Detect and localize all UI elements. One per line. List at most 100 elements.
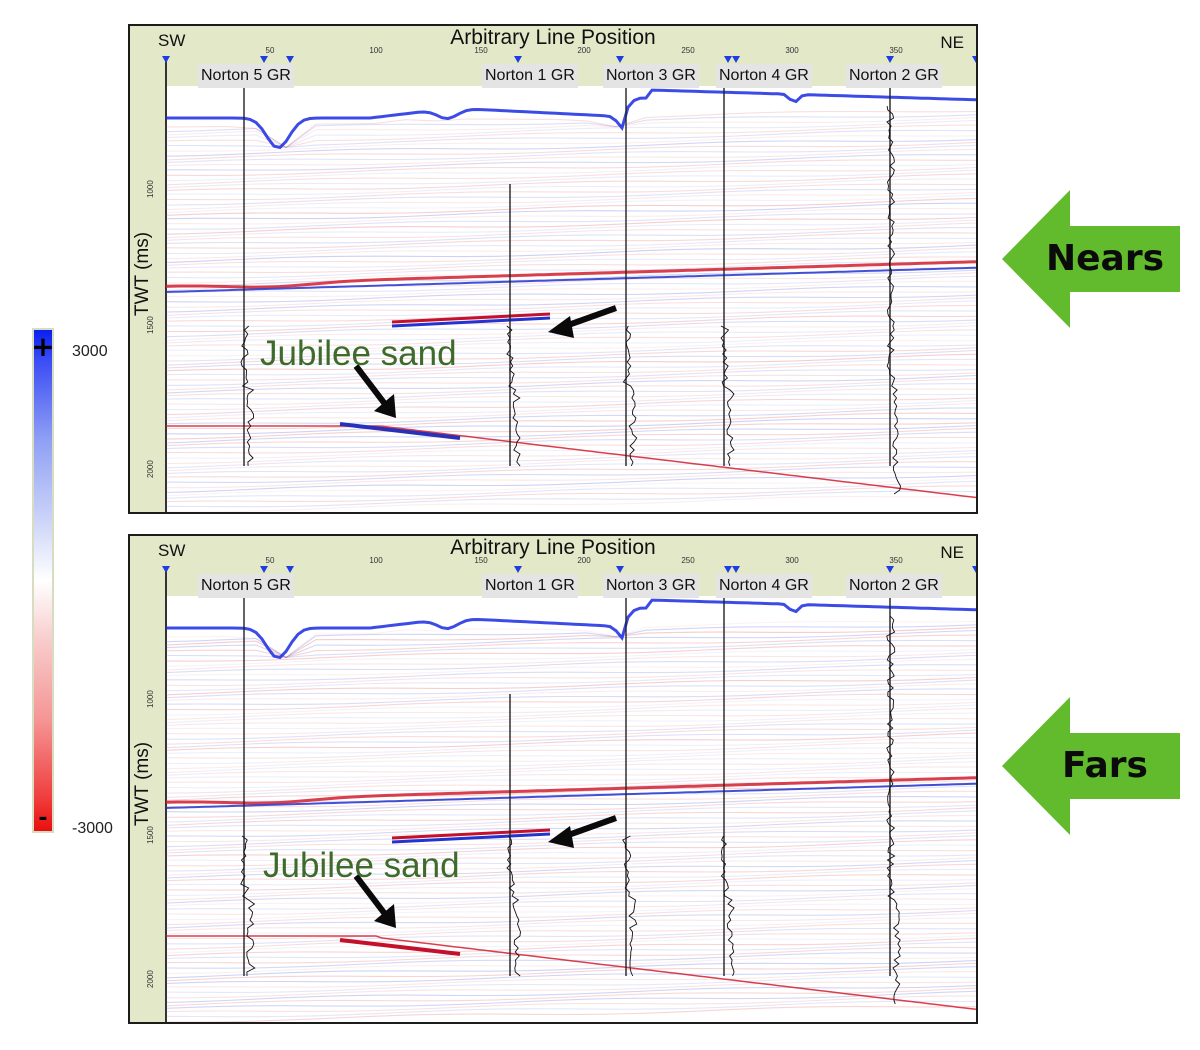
x-tick-label: 150 [474,46,488,55]
position-marker-icon [886,566,894,573]
gamma-ray-log [506,835,521,977]
gamma-ray-log [240,835,256,977]
well-label-norton-2: Norton 2 GR [846,64,942,88]
arrow-head-icon [548,826,574,848]
well-label-norton-3: Norton 3 GR [603,574,699,598]
fars-label: Fars [1062,745,1148,786]
well-label-norton-1: Norton 1 GR [482,574,578,598]
well-label-norton-4: Norton 4 GR [716,574,812,598]
gamma-ray-log [886,105,901,495]
arrow-head-icon [548,316,574,338]
x-tick-label: 150 [474,556,488,565]
position-marker-icon [724,566,732,573]
gamma-ray-log [622,325,638,467]
strong-reflector [165,776,976,805]
position-marker-icon [616,56,624,63]
position-marker-icon [162,566,170,573]
seismic-area [166,596,976,1022]
well-label-norton-3: Norton 3 GR [603,64,699,88]
x-tick-label: 200 [577,556,591,565]
y-tick-label: 1500 [146,826,155,844]
direction-ne-label: NE [940,33,964,52]
colorbar-minus-sign: - [38,806,48,831]
y-axis-label: TWT (ms) [132,231,153,316]
strong-reflector [166,425,976,499]
gamma-ray-log [720,835,735,977]
strong-reflector [165,260,976,289]
well-label-norton-1: Norton 1 GR [482,64,578,88]
well-label-norton-4: Norton 4 GR [716,64,812,88]
x-tick-label: 350 [889,556,903,565]
gamma-ray-log [506,325,521,467]
annotation-arrow [353,874,391,920]
position-marker-icon [972,566,976,573]
well-label-norton-5: Norton 5 GR [198,64,294,88]
y-tick-label: 1000 [146,690,155,708]
reflector-texture [165,110,976,512]
nears-label: Nears [1045,238,1165,279]
position-marker-icon [514,566,522,573]
arrow-head-icon [374,394,396,418]
y-tick-label: 2000 [146,970,155,988]
panel-title: Arbitrary Line Position [450,26,656,49]
strong-reflector [165,782,976,809]
position-marker-icon [286,566,294,573]
y-axis-label: TWT (ms) [132,741,153,826]
x-tick-label: 200 [577,46,591,55]
nears-arrow-badge: Nears [1002,190,1180,328]
sand-reflector [391,312,551,324]
colorbar-max-label: 3000 [72,343,108,360]
direction-sw-label: SW [158,31,186,50]
gamma-ray-log [622,835,638,977]
position-marker-icon [886,56,894,63]
reflector-texture [165,620,976,1022]
seismic-area [166,86,976,512]
position-marker-icon [732,56,740,63]
y-tick-label: 2000 [146,460,155,478]
position-marker-icon [972,56,976,63]
seafloor-reflector [166,598,976,660]
seismic-panel-fars: Arbitrary Line Position SW NE 50 100 150… [128,534,978,1024]
jubilee-sand-reflector [339,422,461,440]
position-marker-icon [162,56,170,63]
position-marker-icon [286,56,294,63]
gamma-ray-log [240,325,255,467]
fars-arrow-badge: Fars [1002,697,1180,835]
amplitude-colorbar: + - [30,328,58,833]
sand-reflector [391,828,551,840]
well-label-norton-2: Norton 2 GR [846,574,942,598]
left-arrow-icon [1002,190,1180,328]
position-marker-icon [260,56,268,63]
direction-sw-label: SW [158,541,186,560]
y-tick-label: 1000 [146,180,155,198]
colorbar-plus-sign: + [31,330,55,363]
y-tick-label: 1500 [146,316,155,334]
sand-reflector [391,832,551,844]
x-tick-label: 100 [369,556,383,565]
seismic-panel-nears: Arbitrary Line Position SW NE 50 100 150… [128,24,978,514]
x-tick-label: 100 [369,46,383,55]
position-marker-icon [616,566,624,573]
position-marker-icon [732,566,740,573]
strong-reflector [165,266,976,293]
x-tick-label: 250 [681,46,695,55]
strong-reflector [166,935,976,1011]
colorbar-gradient [32,328,54,833]
jubilee-sand-label: Jubilee sand [260,334,457,373]
well-label-norton-5: Norton 5 GR [198,574,294,598]
colorbar-min-label: -3000 [72,820,113,837]
arrow-head-icon [374,904,396,928]
jubilee-sand-reflector [339,938,461,956]
sand-reflector [391,316,551,328]
left-arrow-icon [1002,697,1180,835]
direction-ne-label: NE [940,543,964,562]
annotation-arrow [353,364,391,410]
position-marker-icon [724,56,732,63]
seismic-section [130,536,976,1022]
gamma-ray-log [720,325,735,467]
jubilee-sand-label: Jubilee sand [263,846,460,885]
x-tick-label: 350 [889,46,903,55]
x-tick-label: 50 [265,46,275,55]
gamma-ray-log [886,615,902,1005]
position-marker-icon [514,56,522,63]
